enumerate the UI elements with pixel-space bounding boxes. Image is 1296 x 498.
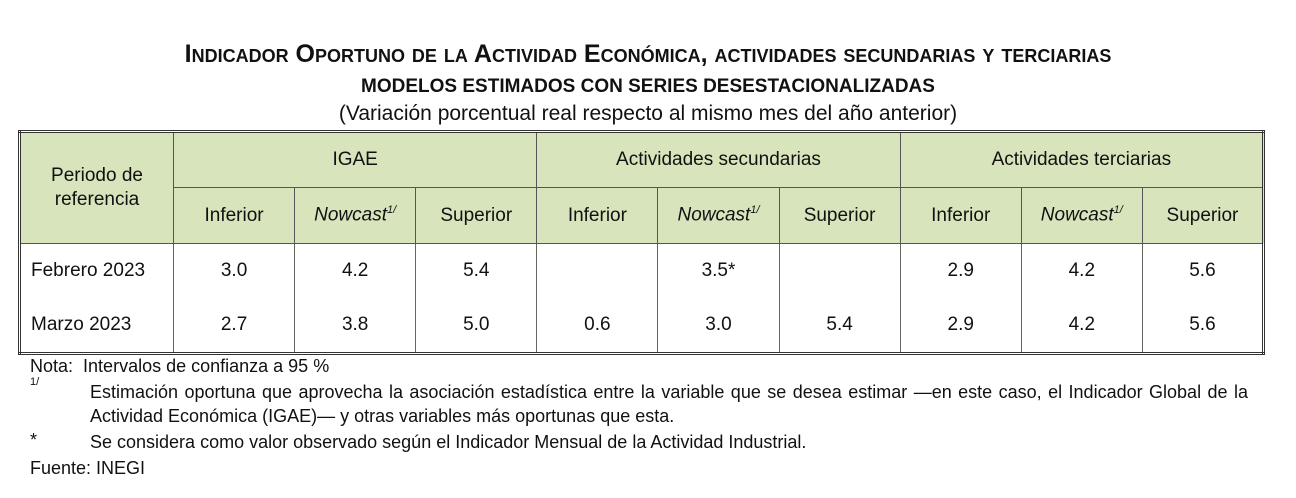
column-header: Nowcast1/ bbox=[657, 187, 780, 244]
column-header: Inferior bbox=[536, 187, 659, 244]
value-cell: 4.2 bbox=[1020, 243, 1143, 298]
footnote-text: Se considera como valor observado según … bbox=[90, 432, 807, 452]
footnote-marker: 1/ bbox=[30, 376, 40, 388]
nota: Nota: Intervalos de confianza a 95 % bbox=[30, 356, 329, 377]
column-footnote-ref: 1/ bbox=[750, 204, 760, 217]
value-cell: 2.9 bbox=[899, 298, 1022, 354]
nota-text: Intervalos de confianza a 95 % bbox=[83, 356, 330, 376]
row-header: Periodo de referencia bbox=[19, 131, 174, 244]
value-cell: 4.2 bbox=[294, 243, 416, 298]
column-header: Nowcast1/ bbox=[1020, 187, 1143, 244]
period-cell: Marzo 2023 bbox=[19, 298, 174, 354]
nota-label: Nota: bbox=[30, 356, 74, 376]
value-cell: 5.4 bbox=[415, 243, 537, 298]
column-label: Nowcast bbox=[677, 204, 751, 226]
value-cell: 3.0 bbox=[172, 243, 295, 298]
data-table: Periodo de referencia IGAE Actividades sec… bbox=[18, 130, 1265, 355]
group-header: Actividades terciarias bbox=[899, 131, 1265, 188]
column-label: Inferior bbox=[204, 204, 264, 226]
column-header: Nowcast1/ bbox=[294, 187, 417, 244]
column-label: Superior bbox=[440, 204, 513, 226]
column-header: Superior bbox=[1141, 187, 1265, 244]
value-cell: 2.9 bbox=[899, 243, 1022, 298]
value-cell: 3.5* bbox=[657, 243, 780, 298]
value-cell bbox=[536, 243, 658, 298]
group-header: Actividades secundarias bbox=[536, 131, 901, 188]
column-header: Inferior bbox=[899, 187, 1022, 244]
column-footnote-ref: 1/ bbox=[387, 204, 397, 217]
column-footnote-ref: 1/ bbox=[1113, 204, 1123, 217]
value-cell: 2.7 bbox=[172, 298, 295, 354]
subtitle: MODELOS ESTIMADOS CON SERIES DESESTACION… bbox=[361, 76, 935, 97]
units-note: (Variación porcentual real respecto al m… bbox=[338, 102, 958, 125]
column-label: Superior bbox=[803, 204, 876, 226]
source: Fuente: INEGI bbox=[30, 458, 146, 478]
column-label: Superior bbox=[1166, 204, 1239, 226]
column-header: Superior bbox=[778, 187, 901, 244]
value-cell: 5.6 bbox=[1141, 298, 1264, 354]
column-label: Nowcast bbox=[314, 204, 387, 226]
value-cell: 5.4 bbox=[778, 298, 901, 354]
footnote-text: Estimación oportuna que aprovecha la aso… bbox=[90, 382, 1248, 426]
column-label: Inferior bbox=[567, 204, 627, 226]
group-header: IGAE bbox=[172, 131, 538, 188]
value-cell: 5.6 bbox=[1141, 243, 1264, 298]
footnote: 1/ Estimación oportuna que aprovecha la … bbox=[30, 376, 1270, 430]
period-cell: Febrero 2023 bbox=[19, 243, 174, 298]
value-cell bbox=[778, 243, 901, 298]
value-cell: 5.0 bbox=[415, 298, 537, 354]
value-cell: 0.6 bbox=[536, 298, 658, 354]
value-cell: 3.8 bbox=[294, 298, 416, 354]
value-cell: 3.0 bbox=[657, 298, 780, 354]
footnote: * Se considera como valor observado segú… bbox=[30, 430, 1270, 456]
column-label: Inferior bbox=[931, 204, 991, 226]
title: Indicador Oportuno de la Actividad Econó… bbox=[184, 40, 1112, 68]
column-label: Nowcast bbox=[1040, 204, 1114, 226]
column-header: Inferior bbox=[172, 187, 296, 244]
footnote-marker: * bbox=[30, 430, 38, 450]
value-cell: 4.2 bbox=[1020, 298, 1143, 354]
table-row: Marzo 2023 2.7 3.8 5.0 0.6 3.0 5.4 2.9 4.2 5.6 bbox=[19, 298, 1264, 354]
column-header: Superior bbox=[415, 187, 538, 244]
table-row: Febrero 2023 3.0 4.2 5.4 3.5* 2.9 4.2 5.6 bbox=[19, 243, 1264, 298]
